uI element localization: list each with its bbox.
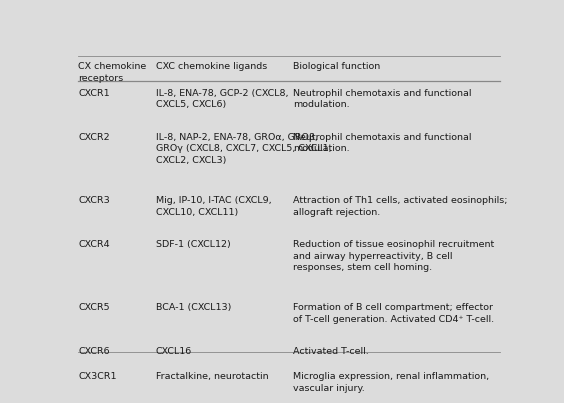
Text: CX3CR1: CX3CR1 [78,372,117,381]
Text: BCA-1 (CXCL13): BCA-1 (CXCL13) [156,303,231,312]
Text: CXC chemokine ligands: CXC chemokine ligands [156,62,267,71]
Text: CXCR4: CXCR4 [78,240,110,249]
Text: Reduction of tissue eosinophil recruitment
and airway hyperreactivity, B cell
re: Reduction of tissue eosinophil recruitme… [293,240,495,272]
Text: Microglia expression, renal inflammation,
vascular injury.: Microglia expression, renal inflammation… [293,372,490,393]
Text: Biological function: Biological function [293,62,381,71]
Text: CXCR2: CXCR2 [78,133,110,142]
Text: IL-8, ENA-78, GCP-2 (CXCL8,
CXCL5, CXCL6): IL-8, ENA-78, GCP-2 (CXCL8, CXCL5, CXCL6… [156,89,288,109]
Text: IL-8, NAP-2, ENA-78, GROα, GROβ,
GROγ (CXCL8, CXCL7, CXCL5, CXCL1,
CXCL2, CXCL3): IL-8, NAP-2, ENA-78, GROα, GROβ, GROγ (C… [156,133,332,165]
Text: CXCR6: CXCR6 [78,347,110,357]
Text: CXCL16: CXCL16 [156,347,192,357]
Text: Mig, IP-10, I-TAC (CXCL9,
CXCL10, CXCL11): Mig, IP-10, I-TAC (CXCL9, CXCL10, CXCL11… [156,196,271,216]
Text: Fractalkine, neurotactin: Fractalkine, neurotactin [156,372,268,381]
Text: Neutrophil chemotaxis and functional
modulation.: Neutrophil chemotaxis and functional mod… [293,89,472,109]
Text: SDF-1 (CXCL12): SDF-1 (CXCL12) [156,240,231,249]
Text: CXCR1: CXCR1 [78,89,110,98]
Text: CX chemokine
receptors: CX chemokine receptors [78,62,147,83]
Text: Attraction of Th1 cells, activated eosinophils;
allograft rejection.: Attraction of Th1 cells, activated eosin… [293,196,508,216]
Text: Neutrophil chemotaxis and functional
modulation.: Neutrophil chemotaxis and functional mod… [293,133,472,153]
Text: CXCR5: CXCR5 [78,303,110,312]
Text: CXCR3: CXCR3 [78,196,110,205]
Text: Activated T-cell.: Activated T-cell. [293,347,369,357]
Text: Formation of B cell compartment; effector
of T-cell generation. Activated CD4⁺ T: Formation of B cell compartment; effecto… [293,303,495,324]
